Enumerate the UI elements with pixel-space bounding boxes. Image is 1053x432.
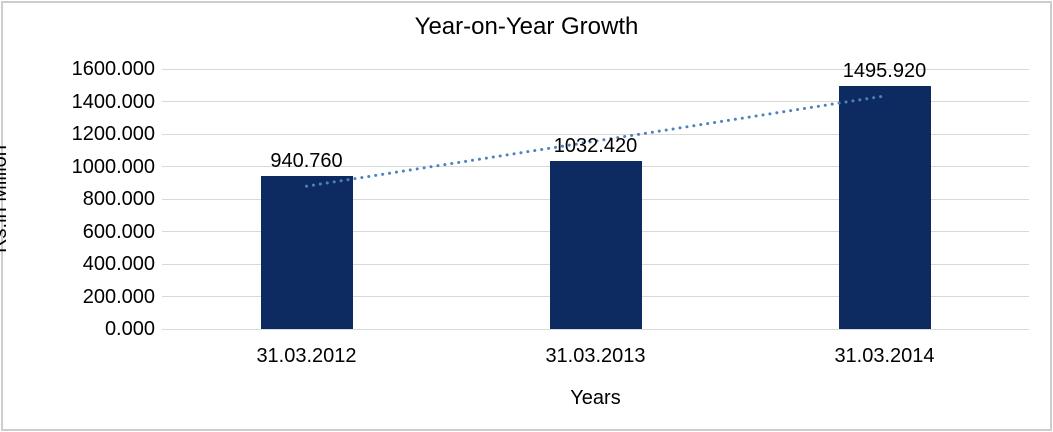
x-category-label: 31.03.2012 bbox=[256, 345, 357, 367]
gridline bbox=[162, 68, 1029, 70]
gridline bbox=[162, 133, 1029, 135]
gridline bbox=[162, 328, 1029, 330]
gridline bbox=[162, 101, 1029, 102]
bar-31.03.2012 bbox=[260, 176, 353, 329]
trendline bbox=[305, 94, 886, 188]
x-category-label: 31.03.2014 bbox=[834, 345, 935, 367]
trendline-path bbox=[305, 94, 886, 188]
plot-area bbox=[162, 68, 1029, 330]
y-tick-label: 1200.000 bbox=[71, 123, 155, 145]
y-tick-label: 1400.000 bbox=[71, 90, 155, 113]
data-label: 940.760 bbox=[270, 150, 343, 173]
data-label: 1495.920 bbox=[842, 59, 927, 82]
y-tick-label: 200.000 bbox=[82, 285, 155, 308]
y-tick-label: 0.000 bbox=[104, 318, 155, 340]
chart-title: Year-on-Year Growth bbox=[414, 13, 639, 40]
y-tick-label: 1000.000 bbox=[71, 155, 155, 178]
y-tick-label: 600.000 bbox=[82, 220, 155, 243]
y-tick-label: 800.000 bbox=[82, 188, 155, 210]
bar-31.03.2014 bbox=[838, 85, 931, 329]
y-tick-label: 1600.000 bbox=[71, 58, 155, 80]
data-label: 1032.420 bbox=[553, 135, 638, 158]
x-axis-title: Years bbox=[570, 387, 621, 409]
x-category-label: 31.03.2013 bbox=[545, 345, 646, 367]
bar-31.03.2013 bbox=[549, 161, 642, 329]
y-tick-label: 400.000 bbox=[82, 253, 155, 275]
